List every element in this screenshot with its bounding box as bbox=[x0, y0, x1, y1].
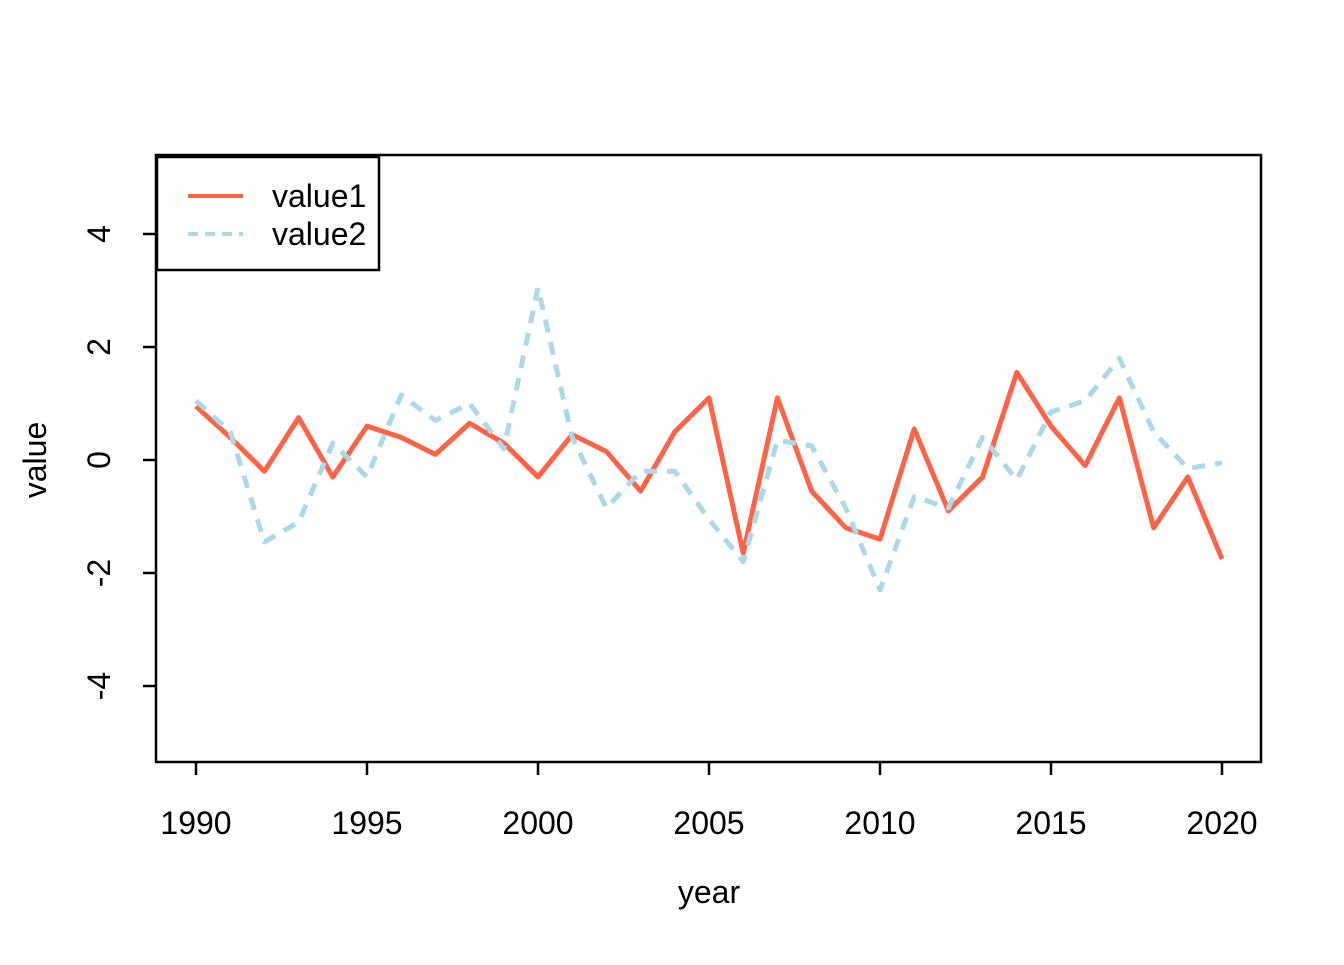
y-tick-label: -2 bbox=[81, 559, 117, 587]
x-tick-label: 2000 bbox=[502, 805, 573, 841]
x-tick-label: 2015 bbox=[1015, 805, 1086, 841]
series-line-value2 bbox=[194, 285, 1223, 593]
y-axis: -4 -2 0 2 4 bbox=[81, 225, 156, 700]
y-tick-label: 0 bbox=[81, 451, 117, 469]
series-lines bbox=[194, 285, 1225, 593]
x-tick-label: 2020 bbox=[1186, 805, 1257, 841]
y-tick-label: 4 bbox=[81, 225, 117, 243]
legend-box bbox=[155, 155, 381, 272]
series-line-value1 bbox=[194, 369, 1225, 560]
y-tick-label: -4 bbox=[81, 672, 117, 700]
x-axis-title: year bbox=[678, 874, 741, 910]
x-tick-label: 1995 bbox=[331, 805, 402, 841]
x-tick-label: 1990 bbox=[160, 805, 231, 841]
legend-label-value1: value1 bbox=[272, 178, 366, 214]
y-axis-title: value bbox=[17, 422, 53, 499]
legend: value1 value2 bbox=[155, 155, 381, 272]
x-tick-label: 2010 bbox=[844, 805, 915, 841]
x-axis: 1990 1995 2000 2005 2010 2015 2020 bbox=[160, 762, 1258, 841]
legend-label-value2: value2 bbox=[272, 216, 366, 252]
x-tick-label: 2005 bbox=[673, 805, 744, 841]
y-tick-label: 2 bbox=[81, 338, 117, 356]
